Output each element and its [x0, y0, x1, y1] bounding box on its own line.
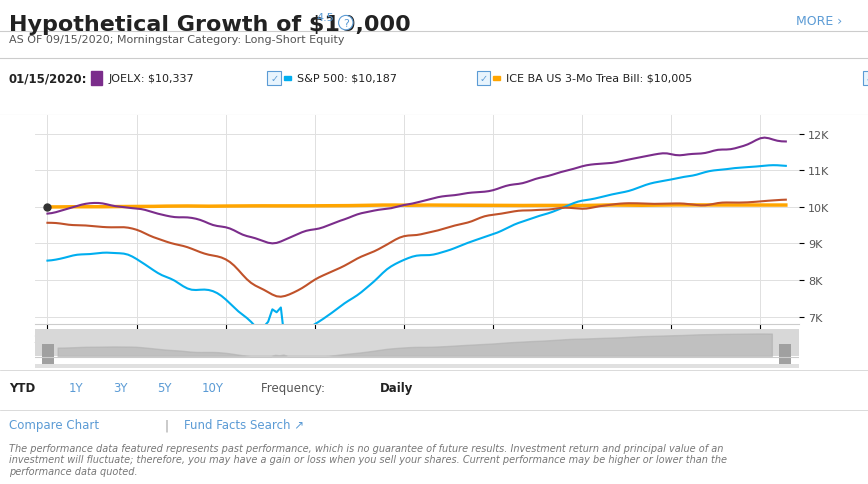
- Bar: [43, 344, 54, 367]
- Text: 1Y: 1Y: [69, 381, 83, 394]
- Bar: [477, 72, 490, 86]
- Bar: [779, 344, 791, 367]
- Bar: [493, 76, 500, 81]
- Text: ✓: ✓: [479, 74, 488, 83]
- Bar: [91, 72, 102, 86]
- Bar: [35, 364, 799, 368]
- Text: ICE BA US 3-Mo Trea Bill: $10,005: ICE BA US 3-Mo Trea Bill: $10,005: [506, 74, 693, 83]
- Bar: [284, 76, 291, 81]
- Text: |: |: [164, 419, 168, 431]
- Text: 4.5: 4.5: [317, 13, 334, 23]
- Text: 3Y: 3Y: [113, 381, 128, 394]
- Text: Frequency:: Frequency:: [261, 381, 329, 394]
- Bar: [35, 329, 799, 356]
- Text: ✓: ✓: [270, 74, 279, 83]
- Text: S&P 500: $10,187: S&P 500: $10,187: [297, 74, 397, 83]
- Text: Daily: Daily: [380, 381, 413, 394]
- Text: Fund Facts Search ↗: Fund Facts Search ↗: [184, 419, 304, 431]
- Text: YTD: YTD: [9, 381, 35, 394]
- Text: ✓: ✓: [865, 74, 868, 83]
- Text: JOELX: $10,337: JOELX: $10,337: [108, 74, 194, 83]
- Text: AS OF 09/15/2020; Morningstar Category: Long-Short Equity: AS OF 09/15/2020; Morningstar Category: …: [9, 35, 345, 45]
- Bar: [267, 72, 281, 86]
- Text: MORE ›: MORE ›: [796, 15, 842, 28]
- Text: Hypothetical Growth of $10,000: Hypothetical Growth of $10,000: [9, 15, 411, 34]
- Text: 01/15/2020:: 01/15/2020:: [9, 72, 87, 85]
- Text: Compare Chart: Compare Chart: [9, 419, 99, 431]
- Text: The performance data featured represents past performance, which is no guarantee: The performance data featured represents…: [9, 442, 727, 476]
- Text: 5Y: 5Y: [157, 381, 172, 394]
- Bar: [863, 72, 868, 86]
- Text: 10Y: 10Y: [201, 381, 223, 394]
- Text: ?: ?: [343, 18, 349, 29]
